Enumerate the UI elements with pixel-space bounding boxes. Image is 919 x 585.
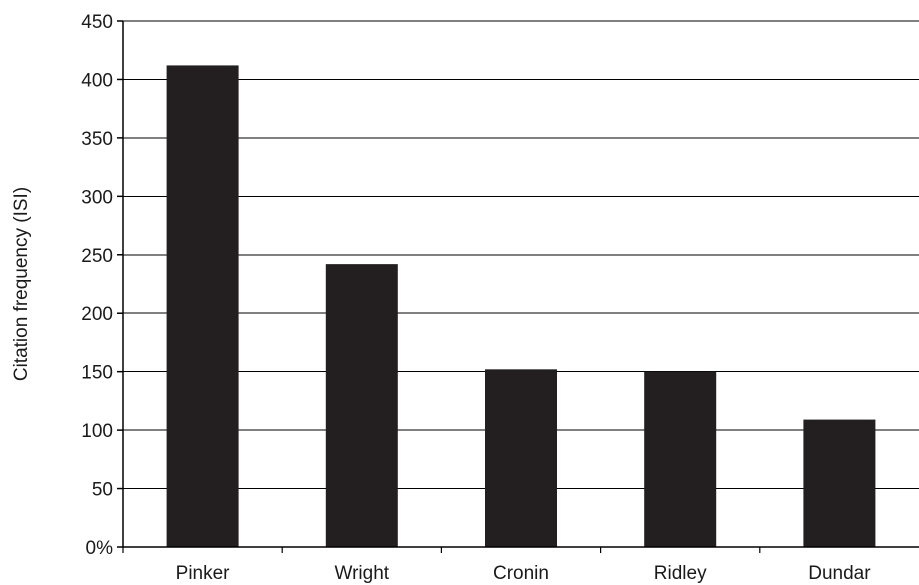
bars xyxy=(166,65,876,547)
y-tick-label: 300 xyxy=(81,187,113,208)
bar-ridley xyxy=(644,371,717,547)
bar-wright xyxy=(325,264,398,547)
y-tick-label: 200 xyxy=(81,304,113,325)
x-tick-label: Ridley xyxy=(654,563,707,584)
bar-cronin xyxy=(485,369,557,547)
x-tick-label: Cronin xyxy=(493,563,549,584)
gridlines xyxy=(123,20,919,490)
x-tick-label: Dundar xyxy=(808,563,871,584)
x-tick-label: Pinker xyxy=(176,563,231,584)
y-ticks: 0% 50 100 150 200 250 300 350 400 450 xyxy=(81,12,123,559)
y-tick-label: 100 xyxy=(81,421,113,442)
x-tick-label: Wright xyxy=(335,563,390,584)
y-tick-label: 50 xyxy=(92,480,113,501)
y-tick-label: 350 xyxy=(81,129,113,150)
bar-pinker xyxy=(166,65,239,547)
bar-dundar xyxy=(803,419,876,547)
y-tick-label: 450 xyxy=(81,12,113,33)
y-tick-label: 250 xyxy=(81,246,113,267)
y-tick-label: 400 xyxy=(81,70,113,91)
y-tick-label: 0% xyxy=(86,538,114,559)
axes xyxy=(122,21,919,548)
x-ticks: Pinker Wright Cronin Ridley Dundar xyxy=(122,547,871,584)
y-tick-label: 150 xyxy=(81,363,113,384)
y-axis-title: Citation frequency (ISI) xyxy=(11,187,32,381)
